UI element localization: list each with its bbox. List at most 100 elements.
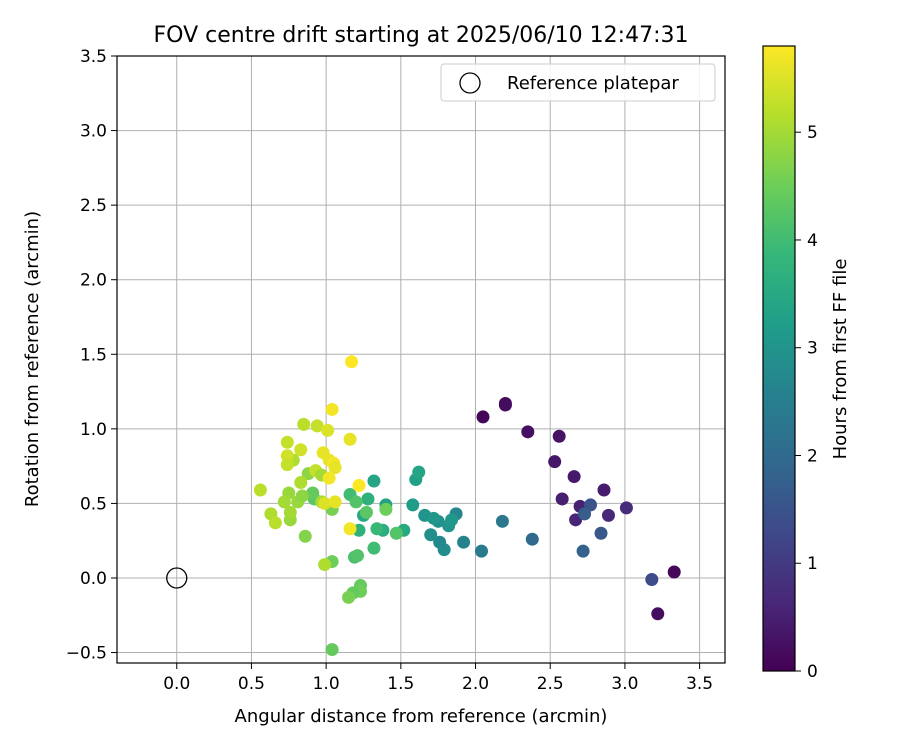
- data-point: [475, 544, 489, 558]
- y-tick-label: 0.0: [80, 569, 107, 589]
- legend-label: Reference platepar: [507, 73, 679, 94]
- y-tick-label: −0.5: [66, 644, 107, 664]
- colorbar-tick-label: 0: [807, 662, 818, 682]
- data-point: [412, 465, 426, 479]
- x-tick-label: 0.0: [163, 674, 190, 694]
- data-point: [280, 435, 294, 449]
- y-tick-label: 3.5: [80, 47, 107, 67]
- data-point: [567, 470, 581, 484]
- x-axis-ticks: 0.0 0.5 1.0 1.5 2.0 2.5 3.0 3.5: [163, 663, 713, 694]
- data-point: [594, 526, 608, 540]
- data-point: [343, 522, 357, 536]
- x-tick-label: 0.5: [238, 674, 265, 694]
- colorbar-tick-label: 1: [807, 554, 818, 574]
- data-point: [321, 423, 335, 437]
- data-point: [495, 514, 509, 528]
- data-point: [361, 492, 375, 506]
- data-point: [277, 495, 291, 509]
- data-point: [298, 529, 312, 543]
- data-point: [295, 489, 309, 503]
- data-point: [437, 543, 451, 557]
- data-point: [367, 541, 381, 555]
- data-point: [345, 355, 359, 369]
- data-point: [424, 528, 438, 542]
- data-point: [445, 513, 459, 527]
- data-point: [601, 508, 615, 522]
- y-tick-label: 1.5: [80, 345, 107, 365]
- data-point: [370, 522, 384, 536]
- data-point: [619, 501, 633, 515]
- legend-box: [440, 63, 716, 102]
- x-tick-label: 3.5: [686, 674, 713, 694]
- y-axis-label: Rotation from reference (arcmin): [22, 211, 43, 507]
- data-point: [306, 486, 320, 500]
- data-point: [280, 458, 294, 472]
- reference-platepar-marker: [166, 567, 188, 589]
- data-point: [578, 507, 592, 521]
- colorbar: [762, 45, 796, 672]
- data-point: [253, 483, 267, 497]
- data-point: [342, 590, 356, 604]
- chart-title: FOV centre drift starting at 2025/06/10 …: [154, 23, 689, 48]
- data-point: [294, 443, 308, 457]
- data-point: [457, 535, 471, 549]
- data-point: [351, 549, 365, 563]
- x-tick-label: 3.0: [611, 674, 638, 694]
- data-point: [352, 479, 366, 493]
- plot-area-frame: [116, 55, 726, 664]
- data-point: [325, 402, 339, 416]
- data-point: [552, 429, 566, 443]
- data-point: [318, 558, 332, 572]
- data-point: [283, 505, 297, 519]
- y-tick-label: 2.5: [80, 196, 107, 216]
- data-point: [325, 643, 339, 657]
- y-tick-label: 2.0: [80, 271, 107, 291]
- data-point: [349, 495, 363, 509]
- y-tick-label: 0.5: [80, 494, 107, 514]
- data-point: [367, 474, 381, 488]
- colorbar-tick-label: 3: [807, 339, 818, 359]
- data-point: [498, 398, 512, 412]
- data-point: [343, 432, 357, 446]
- data-point: [294, 476, 308, 490]
- data-points: [253, 355, 681, 657]
- x-tick-label: 2.5: [537, 674, 564, 694]
- data-point: [318, 496, 332, 510]
- data-point: [322, 471, 336, 485]
- data-point: [667, 565, 681, 579]
- reference-point-group: [166, 567, 188, 589]
- data-point: [555, 492, 569, 506]
- colorbar-label: Hours from first FF file: [830, 259, 851, 460]
- y-tick-label: 1.0: [80, 420, 107, 440]
- data-point: [328, 461, 342, 475]
- colorbar-ticks: 0 1 2 3 4 5: [795, 123, 818, 682]
- colorbar-tick-label: 2: [807, 446, 818, 466]
- x-tick-label: 2.0: [462, 674, 489, 694]
- data-point: [310, 419, 324, 433]
- data-point: [328, 495, 342, 509]
- data-point: [427, 511, 441, 525]
- data-point: [597, 483, 611, 497]
- data-point: [268, 516, 282, 530]
- data-point: [476, 410, 490, 424]
- y-tick-label: 3.0: [80, 122, 107, 142]
- x-tick-label: 1.0: [313, 674, 340, 694]
- data-point: [297, 417, 311, 431]
- data-point: [525, 532, 539, 546]
- data-point: [359, 505, 373, 519]
- legend: Reference platepar: [440, 63, 716, 102]
- colorbar-tick-label: 4: [807, 231, 818, 251]
- data-point: [651, 607, 665, 621]
- data-point: [521, 425, 535, 439]
- data-point: [379, 502, 393, 516]
- data-point: [280, 449, 294, 463]
- data-point: [576, 544, 590, 558]
- data-point: [645, 572, 659, 586]
- x-axis-label: Angular distance from reference (arcmin): [235, 706, 608, 727]
- data-point: [548, 455, 562, 469]
- x-tick-label: 1.5: [387, 674, 414, 694]
- colorbar-tick-label: 5: [807, 123, 818, 143]
- y-axis-ticks: −0.5 0.0 0.5 1.0 1.5 2.0 2.5 3.0 3.5: [66, 47, 117, 664]
